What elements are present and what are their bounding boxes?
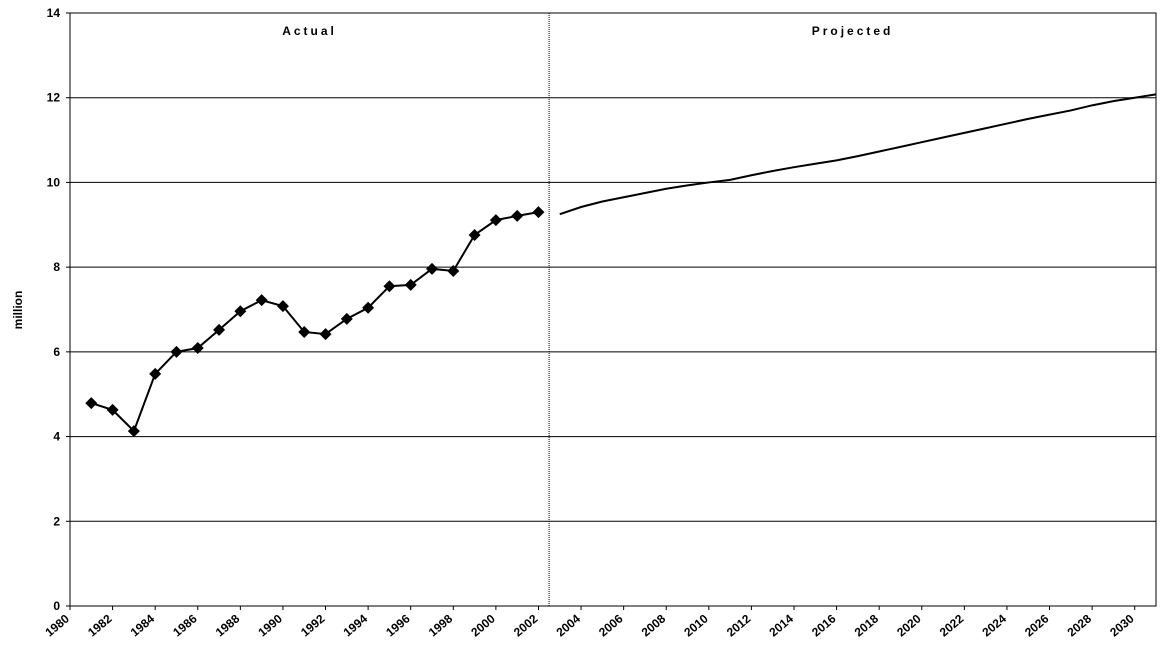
x-tick-label: 2000	[468, 611, 498, 639]
x-tick-label: 2020	[894, 611, 924, 639]
x-tick-label: 2002	[511, 611, 541, 639]
y-tick-label: 12	[47, 91, 61, 105]
marker	[383, 280, 396, 293]
x-tick-label: 2030	[1107, 611, 1137, 639]
annotation: Projected	[812, 24, 894, 38]
x-tick-label: 1990	[255, 611, 285, 639]
marker	[191, 342, 204, 355]
x-tick-label: 1994	[341, 611, 371, 639]
marker	[106, 403, 119, 416]
y-tick-label: 6	[53, 345, 60, 359]
x-tick-label: 1992	[298, 611, 328, 639]
x-tick-label: 1996	[383, 611, 413, 639]
marker	[85, 397, 98, 410]
y-tick-label: 2	[53, 514, 60, 528]
series-line	[90, 211, 539, 433]
x-tick-label: 2012	[724, 611, 754, 639]
marker	[511, 209, 524, 222]
x-tick-label: 2004	[554, 611, 584, 639]
x-tick-label: 2008	[639, 611, 669, 639]
marker	[234, 305, 247, 318]
x-tick-label: 2024	[979, 611, 1009, 639]
marker	[127, 425, 140, 438]
y-tick-label: 10	[47, 175, 61, 189]
marker	[489, 214, 502, 227]
x-tick-label: 2028	[1065, 611, 1095, 639]
y-tick-label: 14	[47, 6, 61, 20]
marker	[298, 325, 311, 338]
marker	[213, 323, 226, 336]
marker	[276, 300, 289, 313]
marker	[319, 328, 332, 341]
x-tick-label: 2018	[852, 611, 882, 639]
x-tick-label: 1986	[170, 611, 200, 639]
marker	[426, 262, 438, 275]
y-tick-label: 4	[53, 430, 60, 444]
marker	[362, 301, 375, 314]
marker	[404, 278, 417, 291]
x-tick-label: 1980	[42, 611, 72, 639]
x-tick-label: 2010	[681, 611, 711, 639]
x-tick-label: 1998	[426, 611, 456, 639]
x-tick-label: 2016	[809, 611, 839, 639]
y-axis-label: million	[11, 291, 25, 330]
marker	[340, 312, 353, 325]
series-line	[559, 93, 1157, 216]
x-tick-label: 2006	[596, 611, 626, 639]
plot-frame	[69, 12, 1157, 607]
x-tick-label: 1988	[213, 611, 243, 639]
annotation: Actual	[282, 24, 337, 38]
x-tick-label: 2022	[937, 611, 967, 639]
x-tick-label: 2014	[766, 611, 796, 639]
marker	[532, 206, 545, 219]
marker	[447, 264, 460, 277]
x-tick-label: 1984	[128, 611, 158, 639]
y-tick-label: 0	[53, 599, 60, 613]
marker	[149, 367, 162, 380]
marker	[255, 294, 268, 307]
marker	[170, 345, 183, 358]
marker	[468, 228, 481, 241]
y-tick-label: 8	[53, 260, 60, 274]
x-tick-label: 2026	[1022, 611, 1052, 639]
x-tick-label: 1982	[85, 611, 115, 639]
